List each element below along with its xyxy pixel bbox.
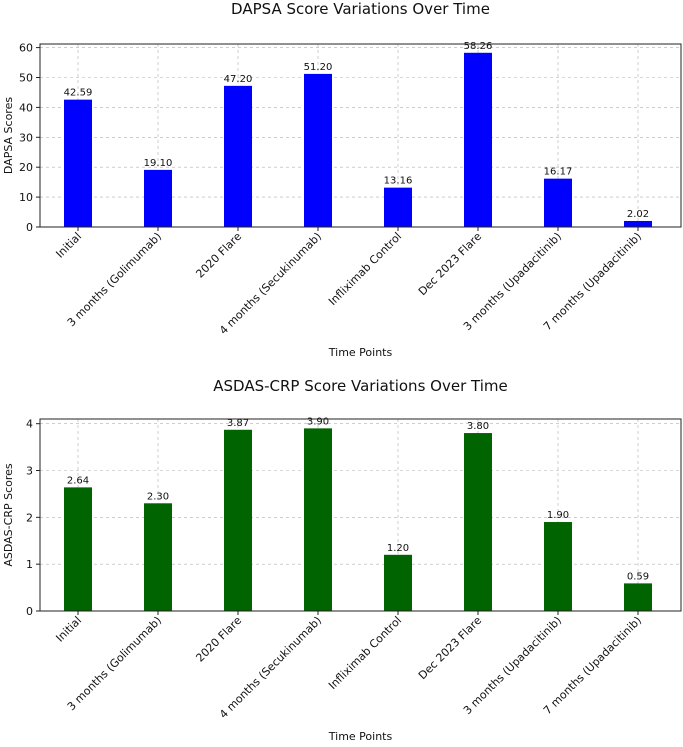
data-label: 1.20 <box>387 543 409 554</box>
bar <box>384 554 412 611</box>
bar <box>144 169 172 227</box>
data-label: 3.87 <box>227 418 249 429</box>
x-tick-label: 2020 Flare <box>193 230 244 281</box>
y-tick-label: 50 <box>19 71 33 84</box>
bar <box>624 583 652 611</box>
x-axis-label: Time Points <box>328 730 393 743</box>
bar <box>544 522 572 611</box>
data-label: 42.59 <box>64 88 93 99</box>
bar <box>64 99 92 227</box>
data-label: 2.64 <box>67 475 89 486</box>
y-tick-label: 20 <box>19 161 33 174</box>
data-label: 47.20 <box>224 74 253 85</box>
y-tick-label: 30 <box>19 131 33 144</box>
data-label: 2.02 <box>627 209 649 220</box>
bar <box>304 73 332 227</box>
bar <box>464 52 492 228</box>
x-tick-label: Infliximab Control <box>326 614 404 692</box>
x-axis-label: Time Points <box>328 346 393 359</box>
y-tick-label: 2 <box>26 511 33 524</box>
plot-frame <box>39 418 682 612</box>
bar <box>144 503 172 611</box>
y-tick-label: 10 <box>19 191 33 204</box>
data-label: 1.90 <box>547 510 569 521</box>
data-label: 0.59 <box>627 571 649 582</box>
plot-frame <box>39 43 682 228</box>
data-label: 19.10 <box>144 158 173 169</box>
data-label: 16.17 <box>544 167 573 178</box>
x-tick-label: Dec 2023 Flare <box>416 614 484 682</box>
bar <box>64 487 92 611</box>
bar <box>464 433 492 611</box>
y-tick-label: 0 <box>26 221 33 234</box>
chart-title: ASDAS-CRP Score Variations Over Time <box>213 377 507 395</box>
bar <box>624 220 652 227</box>
y-tick-label: 1 <box>26 558 33 571</box>
chart-title: DAPSA Score Variations Over Time <box>231 0 490 18</box>
x-tick-label: 3 months (Golimumab) <box>65 614 164 713</box>
x-tick-label: 3 months (Golimumab) <box>65 230 164 329</box>
asdas-crp-chart: ASDAS-CRP Score Variations Over Time ASD… <box>2 377 682 743</box>
chart-marks: 2.64 2.30 3.87 3.90 1.20 3.80 1.90 0.59 0 1 2 3 4 Ini… <box>26 416 682 721</box>
bar <box>224 429 252 611</box>
y-tick-label: 40 <box>19 101 33 114</box>
bar <box>224 85 252 227</box>
data-label: 51.20 <box>304 62 333 73</box>
y-tick-label: 4 <box>26 418 33 431</box>
bar <box>384 187 412 227</box>
x-tick-label: Dec 2023 Flare <box>416 230 484 298</box>
y-tick-label: 60 <box>19 42 33 55</box>
bar <box>304 428 332 611</box>
chart-marks: 42.59 19.10 47.20 51.20 13.16 58.26 16.17 2.02 0… <box>19 41 682 337</box>
bar <box>544 178 572 227</box>
x-tick-label: 2020 Flare <box>193 614 244 665</box>
x-tick-label: Infliximab Control <box>326 230 404 308</box>
data-label: 3.90 <box>307 416 329 427</box>
y-tick-label: 3 <box>26 465 33 478</box>
data-label: 58.26 <box>464 41 493 52</box>
data-label: 2.30 <box>147 491 169 502</box>
y-tick-label: 0 <box>26 605 33 618</box>
data-label: 13.16 <box>384 176 413 187</box>
y-axis-label: DAPSA Scores <box>2 97 15 174</box>
x-tick-label: Initial <box>53 614 84 645</box>
y-axis-label: ASDAS-CRP Scores <box>2 463 15 567</box>
dapsa-chart: DAPSA Score Variations Over Time DAPSA S… <box>2 0 682 359</box>
data-label: 3.80 <box>467 421 489 432</box>
x-tick-label: Initial <box>53 230 84 261</box>
